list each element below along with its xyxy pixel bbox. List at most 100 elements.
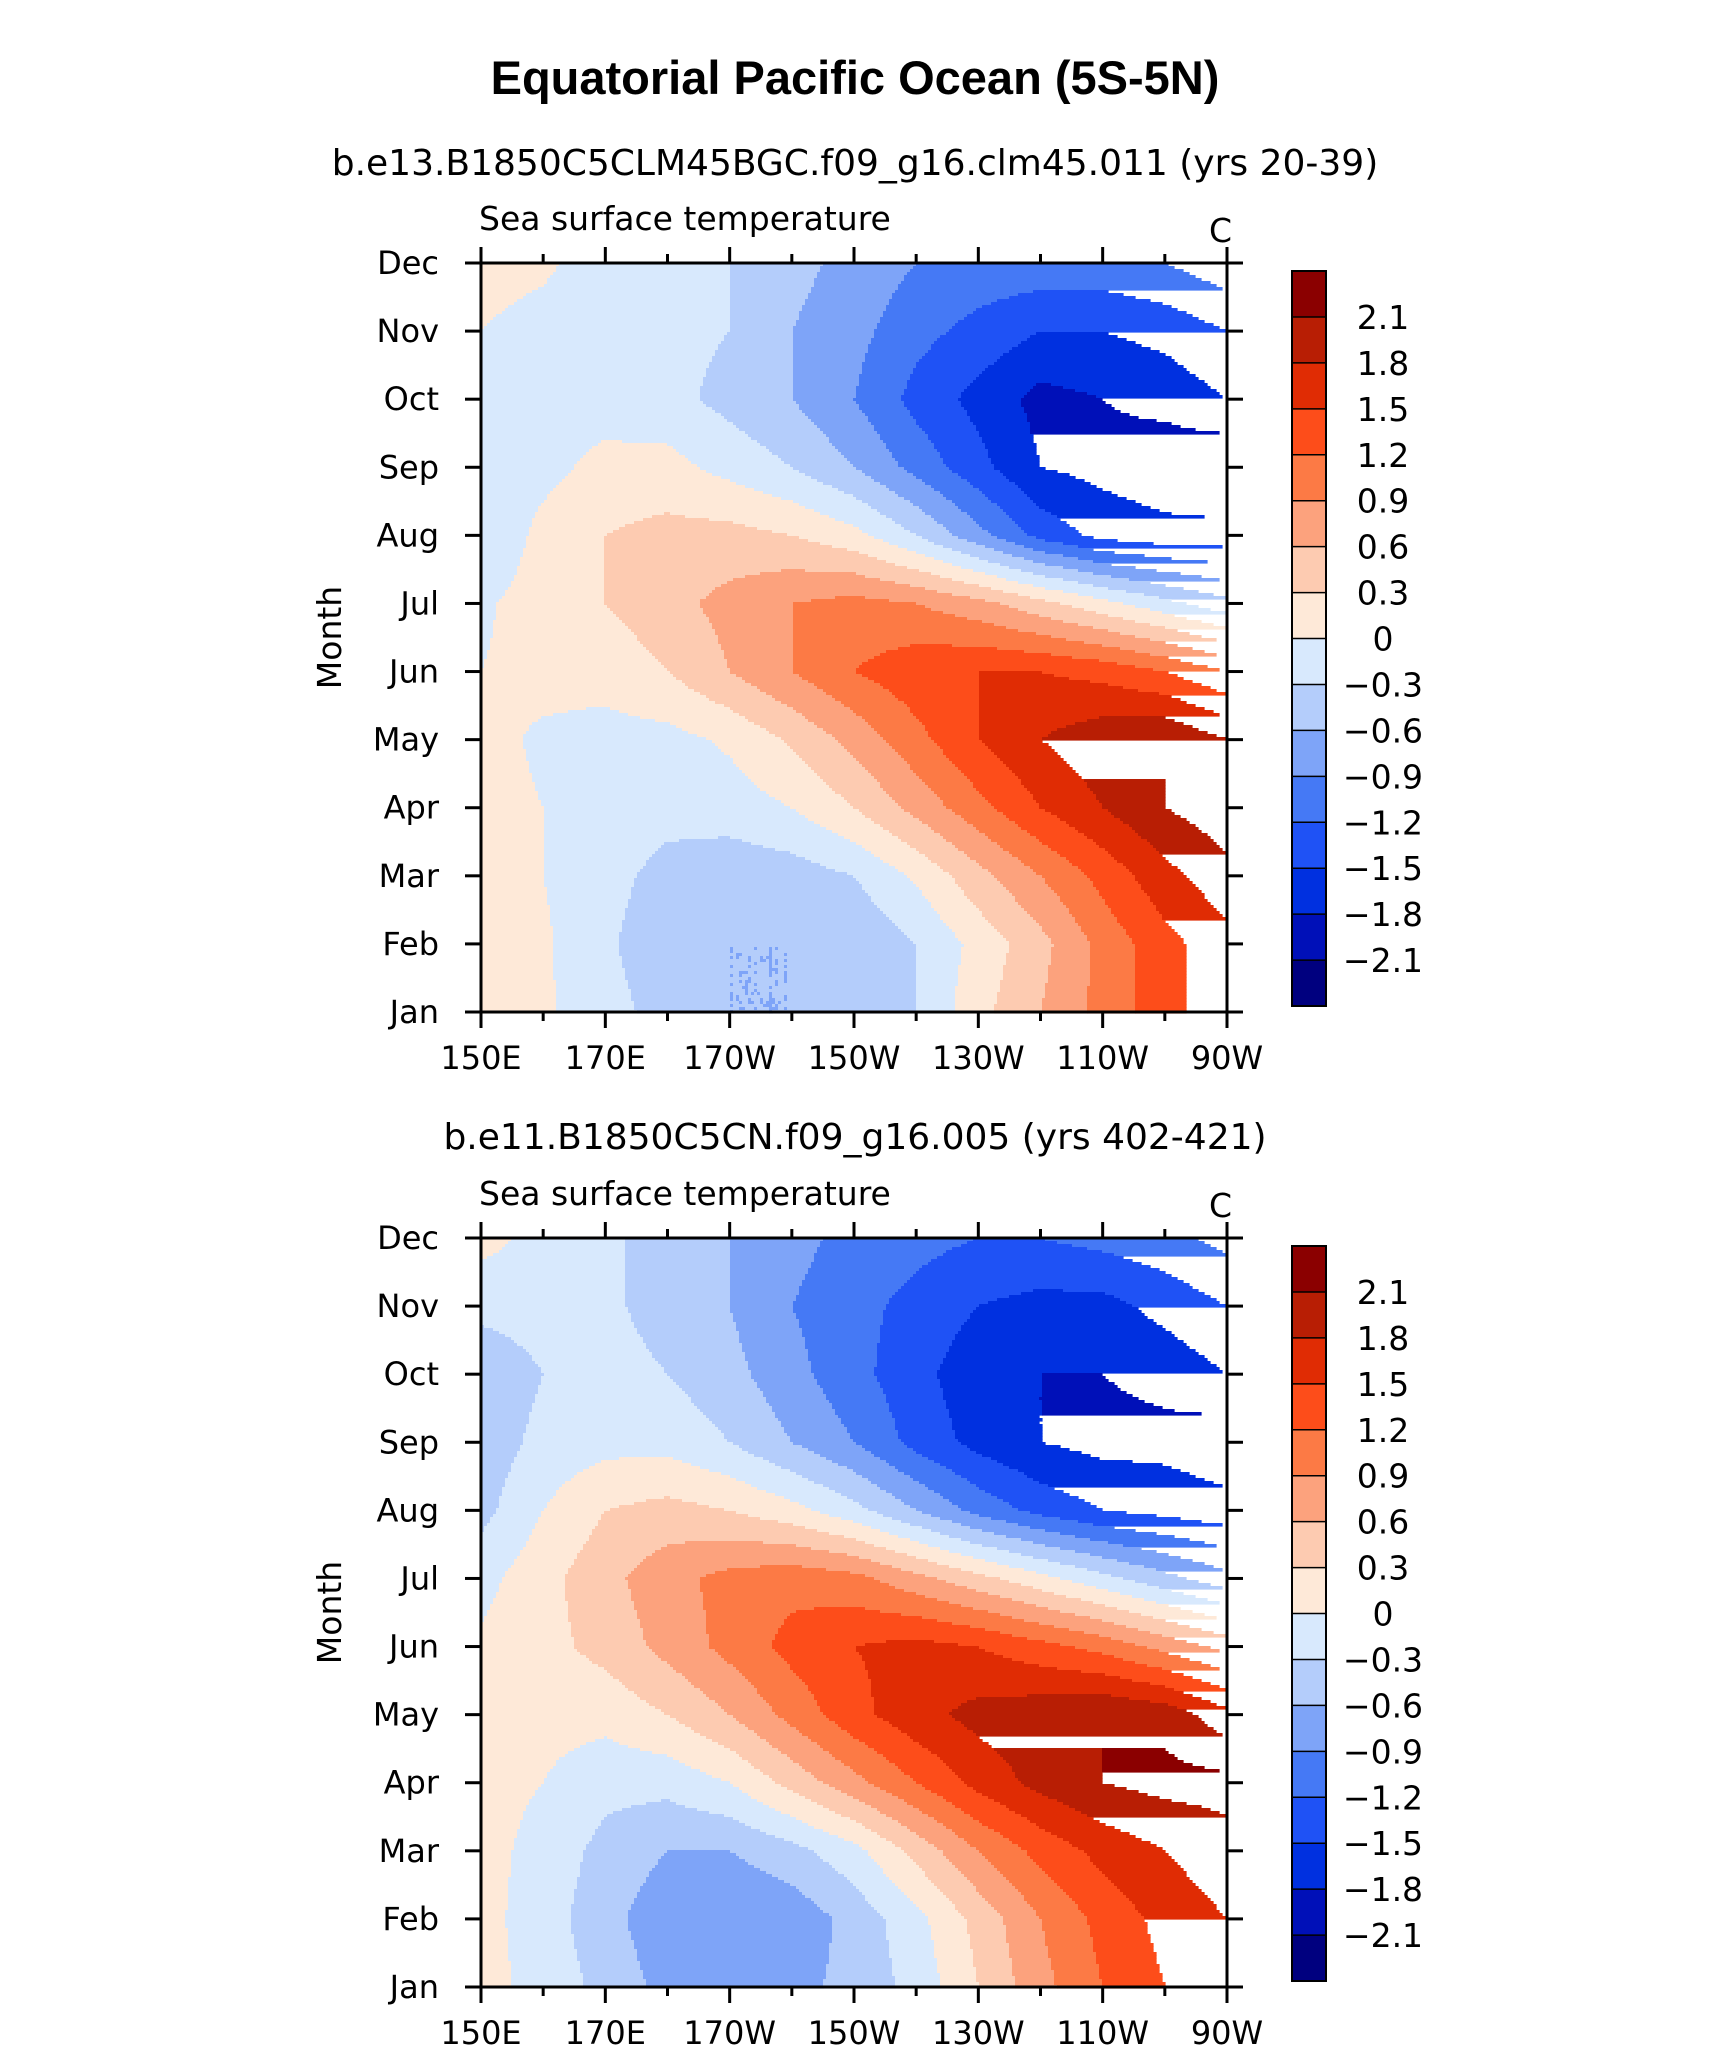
- contour-cell: [628, 1745, 725, 1749]
- contour-cell: [967, 413, 1028, 417]
- contour-cell: [922, 821, 968, 825]
- x-tick-label: 150E: [440, 2014, 521, 2052]
- contour-cell: [901, 755, 947, 759]
- contour-cell: [955, 932, 1001, 936]
- contour-cell: [913, 881, 956, 885]
- contour-cell: [883, 1319, 968, 1323]
- contour-cell: [874, 680, 980, 684]
- contour-cell: [844, 1763, 896, 1767]
- contour-cell: [787, 1721, 836, 1725]
- contour-cell: [1126, 1625, 1190, 1629]
- contour-cell: [991, 461, 1040, 465]
- contour-cell: [637, 1328, 737, 1332]
- contour-cell: [604, 569, 782, 573]
- colorbar-swatch: [1292, 730, 1326, 777]
- contour-cell: [907, 1445, 968, 1449]
- contour-cell: [871, 476, 917, 480]
- contour-cell: [481, 791, 539, 795]
- contour-cell: [892, 293, 1019, 297]
- contour-cell: [1096, 842, 1151, 846]
- contour-cell: [1132, 827, 1199, 831]
- contour-cell: [1090, 941, 1133, 945]
- colorbar-label: 0: [1373, 1595, 1394, 1634]
- contour-cell: [967, 1841, 1013, 1845]
- y-tick-label: Jan: [388, 1968, 439, 2006]
- contour-cell: [586, 452, 680, 456]
- contour-cell: [736, 998, 740, 1002]
- contour-cell: [988, 1826, 1040, 1830]
- contour-cell: [1084, 833, 1139, 837]
- contour-cell: [904, 401, 962, 405]
- contour-cell: [829, 440, 884, 444]
- contour-cell: [709, 1505, 806, 1509]
- contour-cell: [481, 602, 497, 606]
- contour-cell: [832, 695, 896, 699]
- contour-cell: [481, 704, 725, 708]
- contour-cell: [946, 1856, 986, 1860]
- contour-cell: [481, 1754, 566, 1758]
- contour-cell: [916, 1001, 956, 1005]
- contour-cell: [1099, 1964, 1160, 1968]
- contour-cell: [505, 1484, 563, 1488]
- contour-cell: [745, 1007, 755, 1011]
- contour-cell: [970, 1313, 1145, 1317]
- contour-cell: [1108, 809, 1172, 813]
- contour-cell: [481, 1697, 641, 1701]
- contour-cell: [1033, 1586, 1097, 1590]
- contour-cell: [1009, 1952, 1049, 1956]
- contour-cell: [481, 1283, 626, 1287]
- contour-cell: [634, 632, 716, 636]
- contour-cell: [619, 953, 737, 957]
- contour-cell: [898, 287, 1223, 291]
- contour-cell: [769, 1703, 818, 1707]
- contour-cell: [823, 1748, 875, 1752]
- contour-cell: [481, 845, 545, 849]
- contour-cell: [511, 1961, 581, 1965]
- contour-cell: [898, 494, 944, 498]
- contour-cell: [724, 335, 794, 339]
- contour-cell: [505, 1334, 641, 1338]
- contour-cell: [739, 1334, 803, 1338]
- contour-cell: [910, 707, 980, 711]
- contour-cell: [946, 1355, 1205, 1359]
- contour-cell: [757, 992, 761, 996]
- contour-cell: [877, 1862, 917, 1866]
- contour-cell: [910, 377, 977, 381]
- contour-cell: [1099, 1967, 1160, 1971]
- y-tick-label: Feb: [382, 925, 439, 963]
- contour-cell: [907, 1733, 977, 1737]
- contour-cell: [910, 269, 1184, 273]
- contour-cell: [700, 467, 794, 471]
- contour-cell: [670, 1664, 734, 1668]
- contour-cell: [550, 491, 764, 495]
- contour-cell: [556, 1004, 635, 1008]
- contour-cell: [961, 1244, 1073, 1248]
- contour-cell: [535, 788, 761, 792]
- contour-cell: [817, 1382, 881, 1386]
- contour-cell: [505, 1913, 572, 1917]
- contour-cell: [703, 1592, 917, 1596]
- contour-cell: [988, 1859, 1034, 1863]
- contour-cell: [979, 524, 1019, 528]
- contour-cell: [1123, 863, 1172, 867]
- contour-cell: [862, 470, 908, 474]
- contour-cell: [916, 965, 959, 969]
- contour-cell: [1114, 1295, 1211, 1299]
- contour-cell: [880, 1835, 920, 1839]
- contour-cell: [793, 635, 1052, 639]
- contour-cell: [727, 659, 794, 663]
- contour-cell: [1015, 1976, 1055, 1980]
- contour-cell: [925, 896, 968, 900]
- contour-cell: [613, 611, 704, 615]
- contour-cell: [856, 842, 908, 846]
- contour-cell: [703, 1595, 926, 1599]
- contour-cell: [481, 503, 542, 507]
- contour-cell: [481, 1529, 485, 1533]
- contour-cell: [514, 1841, 590, 1845]
- contour-cell: [811, 1739, 860, 1743]
- contour-cell: [964, 1724, 1208, 1728]
- contour-cell: [916, 968, 959, 972]
- colorbar-swatch: [1292, 362, 1326, 410]
- contour-cell: [769, 1775, 815, 1779]
- contour-cell: [859, 404, 905, 408]
